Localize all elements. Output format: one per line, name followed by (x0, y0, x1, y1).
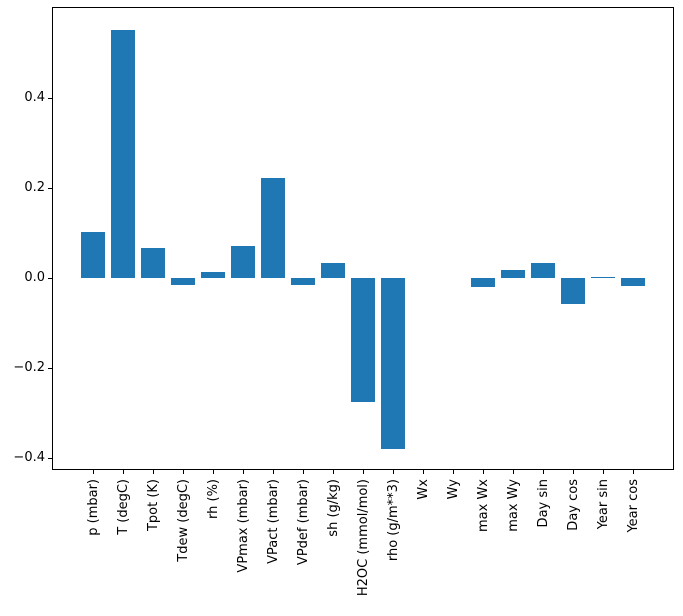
x-tick-mark (183, 470, 184, 474)
x-tick-label: Tdew (degC) (175, 479, 191, 562)
x-tick-mark (453, 470, 454, 474)
x-tick-label: VPdef (mbar) (295, 479, 311, 566)
y-tick-label: −0.2 (13, 360, 45, 376)
bar-rho-g-m-3 (381, 278, 405, 449)
x-tick-label: Day sin (535, 479, 551, 528)
x-tick-label: H2OC (mmol/mol) (355, 479, 371, 597)
bar-tdew-degc (171, 278, 195, 286)
x-tick-mark (273, 470, 274, 474)
x-tick-mark (573, 470, 574, 474)
x-tick-mark (513, 470, 514, 474)
y-tick-label: 0.0 (24, 270, 45, 286)
bar-vpdef-mbar (291, 278, 315, 286)
bar-t-degc (111, 30, 135, 279)
x-tick-mark (93, 470, 94, 474)
bar-h2oc-mmol-mol (351, 278, 375, 402)
x-tick-label: VPmax (mbar) (235, 479, 251, 573)
x-tick-mark (543, 470, 544, 474)
x-tick-label: max Wx (475, 479, 491, 533)
x-tick-label: p (mbar) (85, 479, 101, 536)
bar-day-sin (531, 262, 555, 279)
x-tick-mark (303, 470, 304, 474)
y-tick-mark (48, 367, 52, 369)
y-tick-mark (48, 277, 52, 279)
x-tick-label: Year sin (595, 479, 611, 530)
bar-vpmax-mbar (231, 246, 255, 279)
y-tick-label: −0.4 (13, 450, 45, 466)
x-tick-label: sh (g/kg) (325, 479, 341, 537)
bar-tpot-k (141, 248, 165, 279)
x-tick-mark (243, 470, 244, 474)
x-tick-label: VPact (mbar) (265, 479, 281, 564)
x-tick-label: max Wy (505, 479, 521, 532)
x-tick-mark (123, 470, 124, 474)
x-tick-label: Tpot (K) (145, 479, 161, 532)
bar-sh-g-kg (321, 262, 345, 279)
x-tick-label: T (degC) (115, 479, 131, 535)
x-tick-mark (363, 470, 364, 474)
bar-rh (201, 272, 225, 279)
y-tick-label: 0.2 (24, 180, 45, 196)
bar-max-wx (471, 278, 495, 288)
x-tick-label: Day cos (565, 479, 581, 531)
x-tick-mark (603, 470, 604, 474)
x-tick-label: rh (%) (205, 479, 221, 519)
x-tick-mark (153, 470, 154, 474)
x-tick-mark (633, 470, 634, 474)
x-tick-mark (333, 470, 334, 474)
x-tick-label: Wy (445, 479, 461, 500)
x-tick-label: Year cos (625, 479, 641, 533)
x-tick-mark (213, 470, 214, 474)
y-tick-mark (48, 187, 52, 189)
y-tick-mark (48, 457, 52, 459)
y-tick-label: 0.4 (24, 90, 45, 106)
plot-area (52, 7, 674, 470)
bar-p-mbar (81, 232, 105, 279)
x-tick-mark (483, 470, 484, 474)
bar-year-cos (621, 278, 645, 287)
x-tick-label: Wx (415, 479, 431, 500)
bar-max-wy (501, 270, 525, 279)
bar-vpact-mbar (261, 178, 285, 279)
bar-day-cos (561, 278, 585, 304)
x-tick-mark (393, 470, 394, 474)
y-tick-mark (48, 97, 52, 99)
x-tick-label: rho (g/m**3) (385, 479, 401, 562)
bar-year-sin (591, 276, 615, 279)
x-tick-mark (423, 470, 424, 474)
